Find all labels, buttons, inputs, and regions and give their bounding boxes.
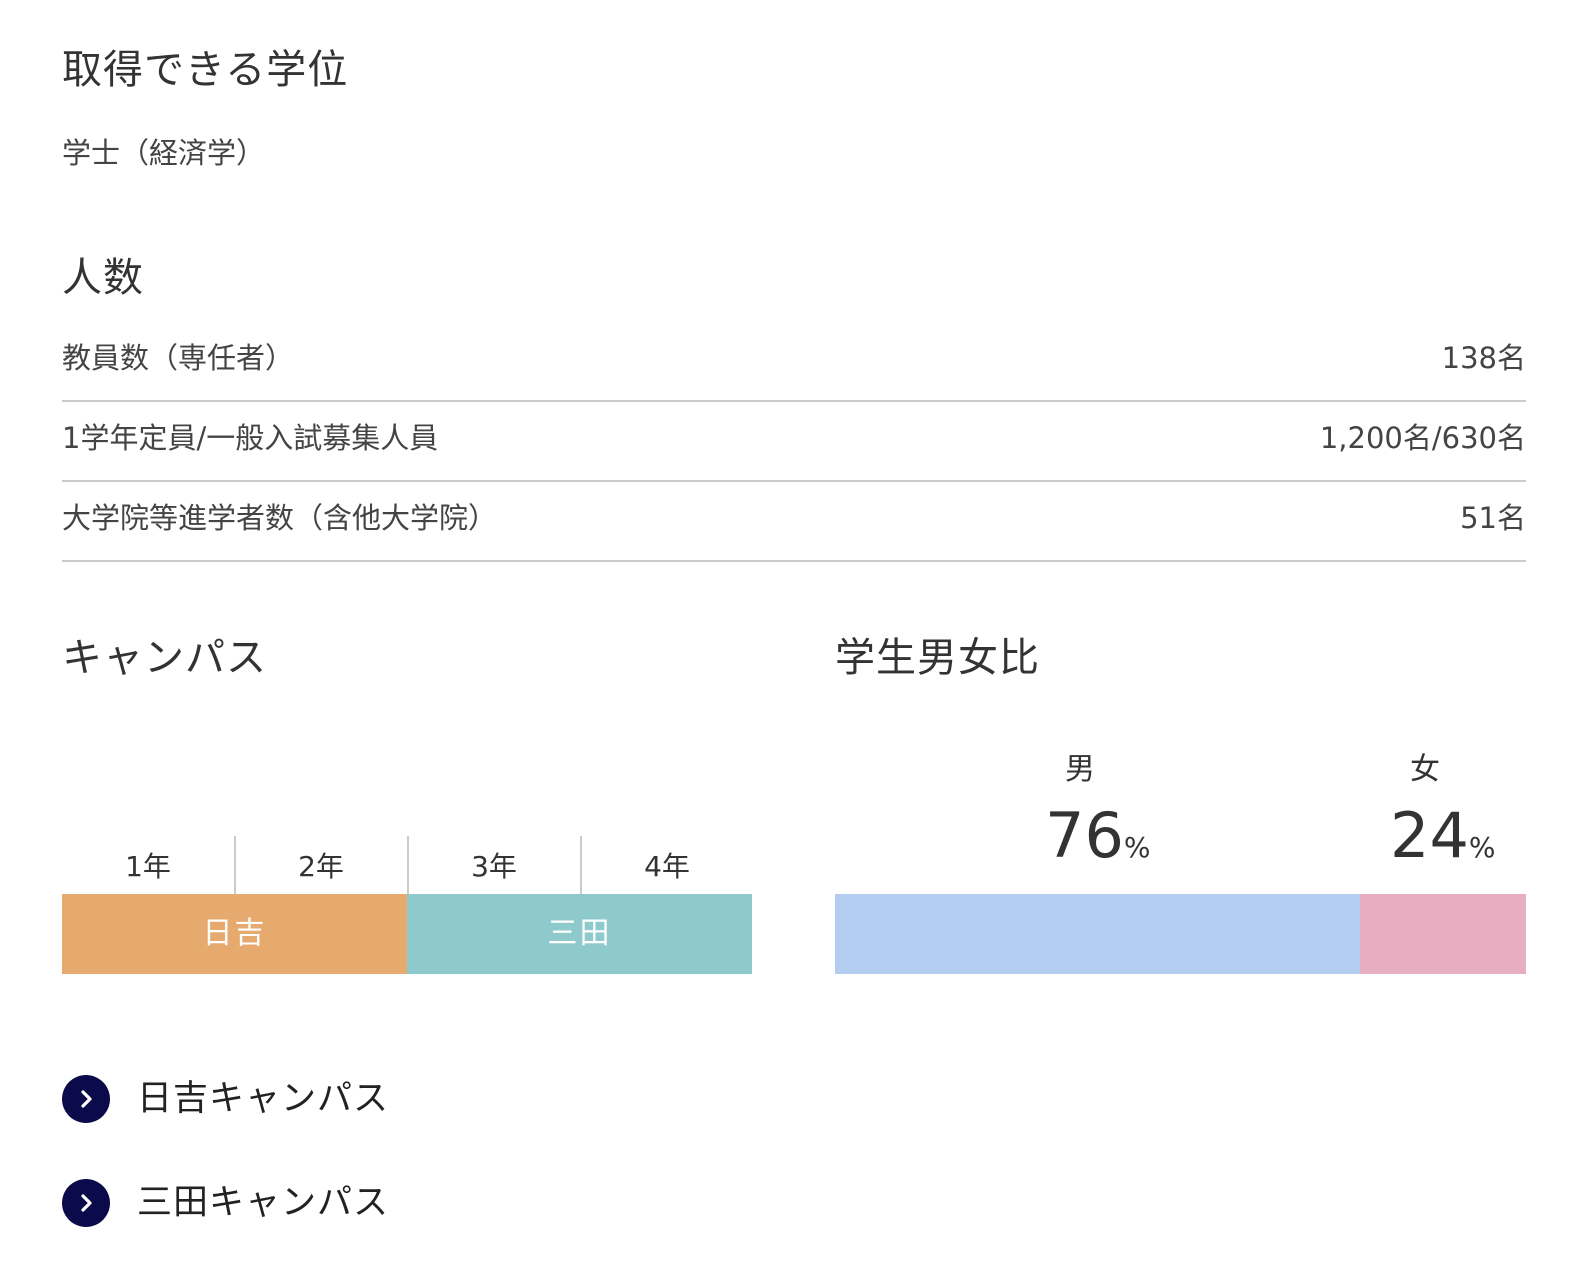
year-divider	[407, 836, 409, 894]
campus-heading: キャンパス	[62, 635, 267, 681]
gender-female-value: 24	[1390, 799, 1469, 872]
stat-value: 1,200名/630名	[1319, 421, 1526, 455]
year-label: 1年	[125, 850, 171, 883]
campus-year-axis: 1年 2年 3年 4年	[62, 836, 752, 894]
gender-bar-male	[835, 894, 1360, 974]
percent-unit: %	[1468, 831, 1496, 864]
year-label: 4年	[644, 850, 690, 883]
campus-segment-mita: 三田	[407, 894, 752, 974]
degree-value: 学士（経済学）	[62, 136, 266, 170]
year-divider	[580, 836, 582, 894]
mita-campus-link[interactable]: 三田キャンパス	[62, 1178, 389, 1228]
stat-value: 138名	[1441, 341, 1526, 375]
gender-heading: 学生男女比	[835, 635, 1040, 681]
gender-male-label: 男	[1065, 752, 1095, 787]
percent-unit: %	[1123, 831, 1151, 864]
hiyoshi-campus-link[interactable]: 日吉キャンパス	[62, 1074, 389, 1124]
gender-female-label: 女	[1410, 752, 1440, 787]
campus-segment-hiyoshi: 日吉	[62, 894, 407, 974]
stat-label: 大学院等進学者数（含他大学院）	[62, 501, 498, 535]
degree-heading: 取得できる学位	[62, 47, 349, 93]
stat-row-faculty: 教員数（専任者） 138名	[62, 320, 1526, 402]
stat-value: 51名	[1460, 501, 1526, 535]
gender-female-percent: 24%	[1390, 805, 1496, 867]
stat-row-graduate: 大学院等進学者数（含他大学院） 51名	[62, 480, 1526, 562]
link-label: 三田キャンパス	[137, 1182, 390, 1223]
year-divider	[234, 836, 236, 894]
gender-male-value: 76	[1045, 799, 1124, 872]
stat-row-capacity: 1学年定員/一般入試募集人員 1,200名/630名	[62, 400, 1526, 482]
year-label: 3年	[471, 850, 517, 883]
chevron-right-icon	[62, 1179, 110, 1227]
stat-label: 教員数（専任者）	[62, 341, 295, 375]
year-label: 2年	[298, 850, 344, 883]
link-label: 日吉キャンパス	[137, 1078, 390, 1119]
chevron-right-icon	[62, 1075, 110, 1123]
gender-male-percent: 76%	[1045, 805, 1151, 867]
stat-label: 1学年定員/一般入試募集人員	[62, 421, 439, 455]
gender-bar-female	[1360, 894, 1526, 974]
headcount-heading: 人数	[62, 255, 144, 301]
